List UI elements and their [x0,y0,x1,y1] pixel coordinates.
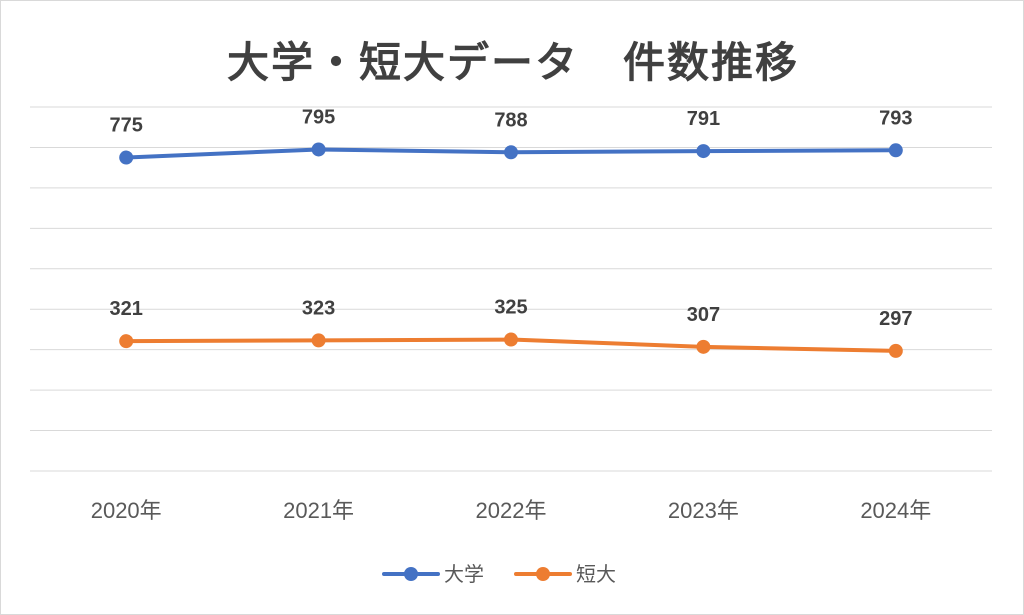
series-lines [124,147,898,353]
legend: 大学 短大 [382,562,616,586]
data-label: 791 [687,108,720,130]
data-point [696,144,711,159]
x-tick-label: 2021年 [283,498,354,523]
data-labels: 775 795 788 791 793 321 323 325 307 297 [110,106,913,329]
legend-marker [536,567,550,581]
gridlines [30,106,992,472]
data-point [119,150,134,165]
data-label: 323 [302,297,335,319]
x-tick-label: 2020年 [91,498,162,523]
data-point [504,332,518,347]
data-label: 775 [110,115,143,137]
legend-label: 短大 [576,562,616,586]
data-point [696,339,711,354]
legend-label: 大学 [444,562,484,586]
data-point [311,142,326,157]
x-tick-label: 2022年 [476,498,547,523]
data-label: 788 [494,109,527,131]
data-point [504,145,518,160]
data-label: 321 [110,298,143,320]
legend-marker [404,567,418,581]
data-point [888,343,903,358]
data-point [311,333,326,348]
data-label: 297 [879,308,912,330]
data-point [888,143,903,158]
x-tick-label: 2024年 [860,498,931,523]
chart-title: 大学・短大データ 件数推移 [226,38,799,87]
data-label: 793 [879,107,912,129]
x-axis-labels: 2020年 2021年 2022年 2023年 2024年 [91,498,932,523]
data-point [119,334,134,349]
data-label: 795 [302,106,335,128]
x-tick-label: 2023年 [668,498,739,523]
data-label: 307 [687,304,720,326]
series-points [119,142,903,358]
data-label: 325 [494,297,527,319]
